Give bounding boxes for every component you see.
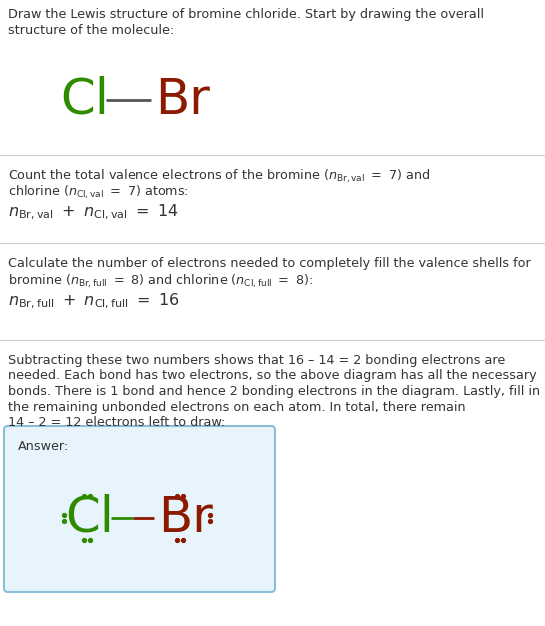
Text: Cl: Cl <box>60 76 109 124</box>
Text: Calculate the number of electrons needed to completely fill the valence shells f: Calculate the number of electrons needed… <box>8 257 531 270</box>
Text: Br: Br <box>155 76 210 124</box>
Text: structure of the molecule:: structure of the molecule: <box>8 24 174 36</box>
Text: bromine ($n_{\mathrm{Br,full}}\ =\ 8$) and chlorine ($n_{\mathrm{Cl,full}}\ =\ 8: bromine ($n_{\mathrm{Br,full}}\ =\ 8$) a… <box>8 272 313 290</box>
Text: Draw the Lewis structure of bromine chloride. Start by drawing the overall: Draw the Lewis structure of bromine chlo… <box>8 8 484 21</box>
Text: Answer:: Answer: <box>18 440 69 453</box>
Text: Count the total valence electrons of the bromine ($n_{\mathrm{Br,val}}\ =\ 7$) a: Count the total valence electrons of the… <box>8 168 430 185</box>
Text: needed. Each bond has two electrons, so the above diagram has all the necessary: needed. Each bond has two electrons, so … <box>8 369 537 382</box>
Text: Cl: Cl <box>65 494 114 542</box>
Text: $n_{\mathrm{Br,val}}\ +\ n_{\mathrm{Cl,val}}\ =\ 14$: $n_{\mathrm{Br,val}}\ +\ n_{\mathrm{Cl,v… <box>8 203 179 222</box>
Text: $n_{\mathrm{Br,full}}\ +\ n_{\mathrm{Cl,full}}\ =\ 16$: $n_{\mathrm{Br,full}}\ +\ n_{\mathrm{Cl,… <box>8 292 180 311</box>
Text: Br: Br <box>158 494 213 542</box>
Text: the remaining unbonded electrons on each atom. In total, there remain: the remaining unbonded electrons on each… <box>8 401 465 414</box>
Text: 14 – 2 = 12 electrons left to draw:: 14 – 2 = 12 electrons left to draw: <box>8 416 226 429</box>
FancyBboxPatch shape <box>4 426 275 592</box>
Text: bonds. There is 1 bond and hence 2 bonding electrons in the diagram. Lastly, fil: bonds. There is 1 bond and hence 2 bondi… <box>8 385 540 398</box>
Text: Subtracting these two numbers shows that 16 – 14 = 2 bonding electrons are: Subtracting these two numbers shows that… <box>8 354 505 367</box>
Text: chlorine ($n_{\mathrm{Cl,val}}\ =\ 7$) atoms:: chlorine ($n_{\mathrm{Cl,val}}\ =\ 7$) a… <box>8 183 189 201</box>
